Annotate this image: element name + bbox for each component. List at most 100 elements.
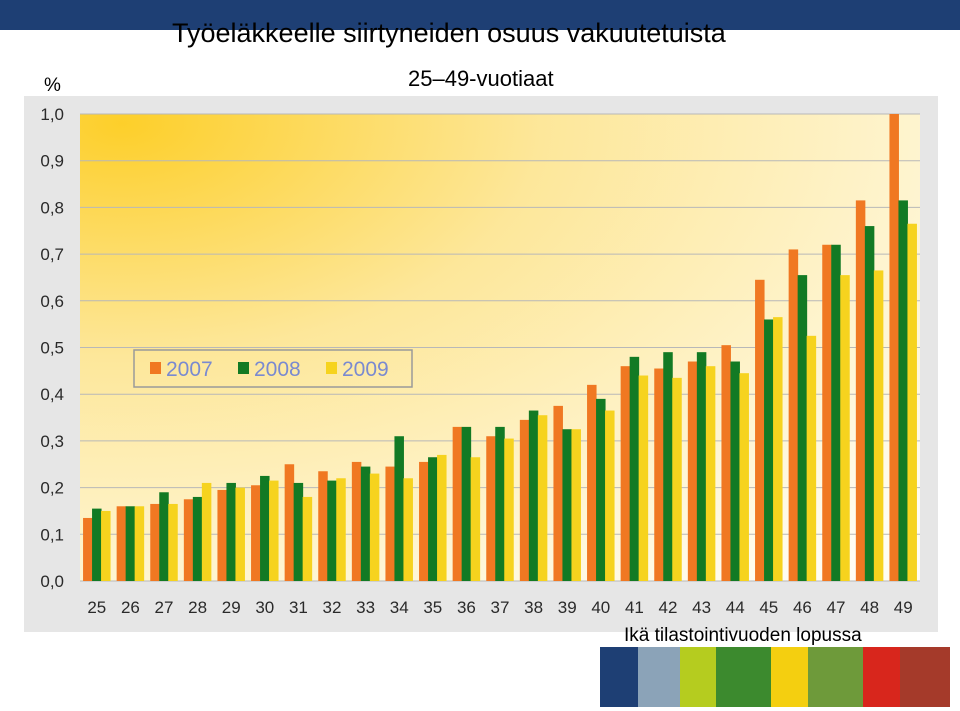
bar-2009-48 — [873, 270, 884, 581]
bar-2008-47 — [831, 244, 841, 581]
bar-2009-44 — [739, 373, 749, 581]
bar-2009-49 — [907, 223, 917, 581]
bar-2009-27 — [168, 503, 178, 581]
winter-tree-photo — [638, 647, 680, 707]
bar-2008-39 — [562, 429, 572, 581]
bar-2008-32 — [327, 480, 337, 581]
bar-2007-39 — [553, 405, 563, 581]
bar-2009-37 — [504, 438, 514, 581]
bar-2009-32 — [336, 478, 346, 581]
bar-2008-38 — [528, 410, 539, 581]
bar-2007-25 — [83, 517, 93, 581]
bar-2009-29 — [235, 487, 245, 581]
bar-2008-28 — [192, 496, 203, 581]
bar-2009-31 — [302, 496, 313, 581]
legend-box — [133, 349, 413, 388]
bar-2009-33 — [369, 473, 380, 581]
y-tick-label: 0,0 — [40, 572, 64, 591]
bar-2009-36 — [470, 457, 481, 581]
x-tick-label: 30 — [255, 598, 274, 617]
x-tick-label: 49 — [894, 598, 913, 617]
chart-area: 0,0 0,1 0,2 0,3 0,4 0,5 0,6 0,7 0,8 0,9 1,0 25 26 27… — [24, 96, 938, 632]
bar-2007-28 — [183, 499, 194, 581]
x-tick-label: 43 — [692, 598, 711, 617]
x-tick-label: 31 — [289, 598, 308, 617]
x-tick-label: 44 — [726, 598, 745, 617]
top-banner — [0, 0, 960, 30]
y-tick-label: 0,6 — [40, 292, 64, 311]
bar-2008-49 — [898, 200, 908, 581]
bar-2009-30 — [269, 480, 279, 581]
x-axis-caption: Ikä tilastointivuoden lopussa — [624, 625, 862, 646]
bar-2008-41 — [629, 356, 640, 581]
bar-2007-45 — [755, 279, 765, 581]
legend-label-2008: 2008 — [254, 358, 301, 381]
navy-tile — [600, 647, 638, 707]
bar-2009-43 — [705, 366, 716, 581]
x-tick-label: 39 — [558, 598, 577, 617]
bar-2007-32 — [318, 471, 328, 581]
y-tick-label: 0,4 — [40, 385, 64, 404]
bar-2007-35 — [419, 461, 429, 581]
bar-2008-29 — [226, 482, 236, 581]
x-tick-label: 27 — [155, 598, 174, 617]
x-tick-label: 45 — [759, 598, 778, 617]
bar-2009-40 — [605, 410, 615, 581]
bar-2007-43 — [687, 361, 698, 581]
bar-2009-34 — [403, 478, 413, 581]
y-unit-label: % — [44, 75, 61, 96]
bar-2007-48 — [855, 200, 866, 581]
bar-2008-30 — [260, 475, 270, 581]
x-tick-label: 33 — [356, 598, 375, 617]
legend-label-2009: 2009 — [342, 358, 389, 381]
x-tick-label: 32 — [323, 598, 342, 617]
bar-2007-47 — [822, 244, 832, 581]
y-tick-label: 1,0 — [40, 105, 64, 124]
bar-2007-49 — [889, 114, 899, 581]
bar-2009-26 — [134, 506, 145, 581]
bar-2009-28 — [201, 482, 212, 581]
x-tick-label: 46 — [793, 598, 812, 617]
x-tick-label: 41 — [625, 598, 644, 617]
x-tick-label: 25 — [87, 598, 106, 617]
bar-2008-33 — [360, 466, 371, 581]
bar-2008-34 — [394, 436, 404, 581]
bar-2008-25 — [92, 508, 102, 581]
bar-2007-46 — [788, 249, 799, 581]
bar-2009-47 — [840, 275, 850, 581]
bar-2008-44 — [730, 361, 740, 581]
y-tick-label: 0,9 — [40, 152, 64, 171]
bar-2007-41 — [620, 366, 631, 581]
bar-2007-34 — [385, 466, 395, 581]
bar-2007-31 — [284, 464, 295, 581]
bar-2008-31 — [293, 482, 304, 581]
bar-2009-42 — [672, 377, 682, 581]
y-tick-label: 0,7 — [40, 245, 64, 264]
y-tick-label: 0,5 — [40, 339, 64, 358]
peppers-photo — [900, 647, 950, 707]
chart-subtitle: 25–49-vuotiaat — [408, 66, 554, 91]
y-tick-label: 0,1 — [40, 525, 64, 544]
bar-2007-36 — [452, 426, 463, 581]
legend-swatch-2007 — [150, 362, 161, 374]
bar-2007-27 — [150, 503, 160, 581]
bar-2008-46 — [797, 275, 808, 581]
y-tick-label: 0,3 — [40, 432, 64, 451]
x-tick-label: 42 — [659, 598, 678, 617]
bar-2009-46 — [806, 335, 817, 581]
bar-2008-27 — [159, 492, 169, 581]
legend-label-2007: 2007 — [166, 358, 213, 381]
bar-2008-26 — [125, 506, 136, 581]
bar-2007-29 — [217, 489, 227, 581]
bar-2008-45 — [764, 319, 774, 581]
field-photo — [808, 647, 863, 707]
bar-2008-35 — [428, 457, 438, 581]
bar-2007-30 — [251, 485, 261, 581]
lime-tile — [680, 647, 716, 707]
x-tick-label: 38 — [524, 598, 543, 617]
bar-2008-48 — [864, 226, 875, 581]
x-tick-label: 26 — [121, 598, 140, 617]
x-tick-label: 35 — [423, 598, 442, 617]
bar-2008-36 — [461, 426, 472, 581]
x-tick-label: 34 — [390, 598, 409, 617]
